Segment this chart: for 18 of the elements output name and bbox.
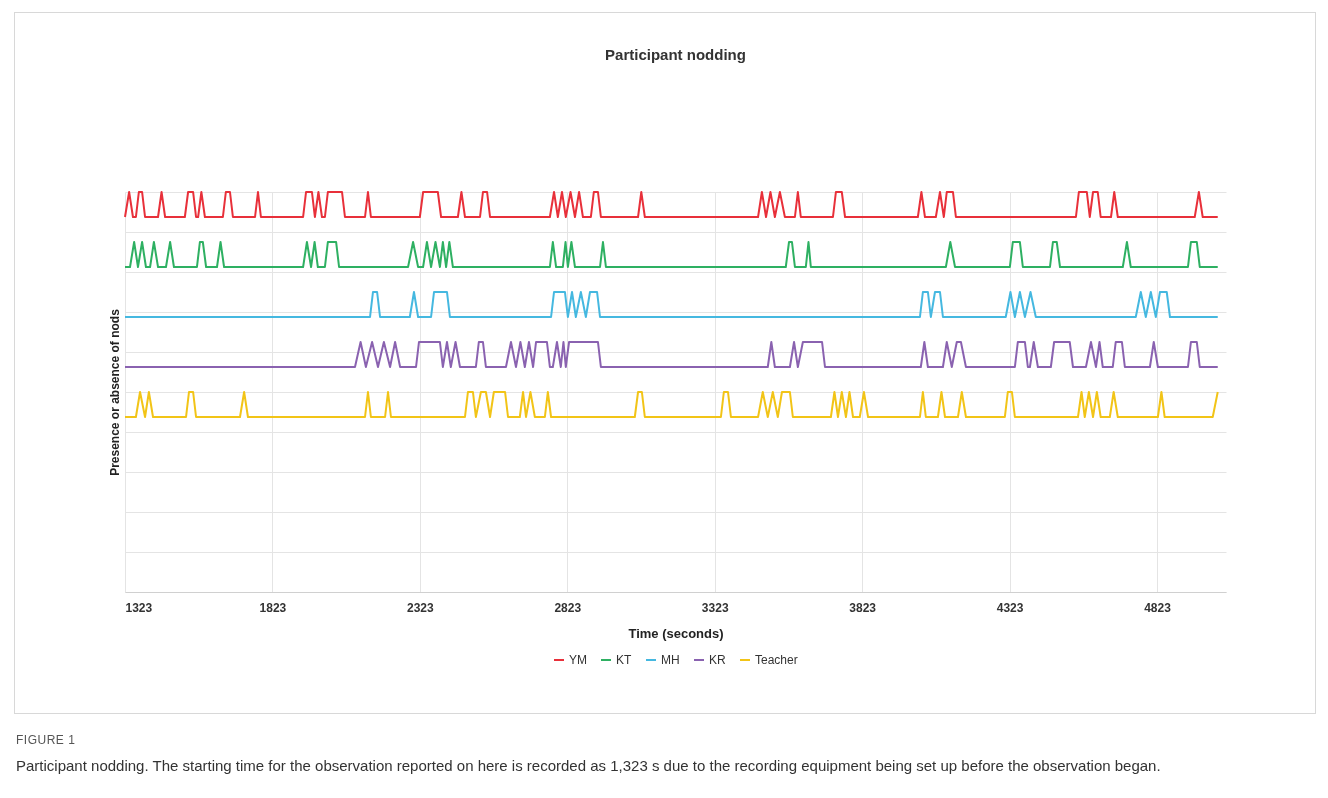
x-tick-label: 3823 [849, 600, 877, 615]
chart-title: Participant nodding [605, 46, 746, 63]
legend-label: KR [709, 653, 726, 667]
x-tick-label: 2323 [407, 600, 435, 615]
legend-label: KT [616, 653, 632, 667]
x-axis-title: Time (seconds) [628, 625, 724, 641]
x-tick-label: 1823 [259, 600, 287, 615]
x-tick-label: 2823 [554, 600, 582, 615]
x-tick-label: 4323 [996, 600, 1024, 615]
x-tick-label: 3323 [701, 600, 729, 615]
text: Participant nodding. The starting time for the observation reported on here is recorded as 1,323 s due to the recording equipment being set up before the observation began. [16, 756, 1162, 776]
legend-label: YM [569, 653, 587, 667]
legend-label: MH [661, 653, 680, 667]
x-tick-label: 1323 [125, 600, 153, 615]
legend-label: Teacher [755, 653, 798, 667]
caption: FIGURE 1 [16, 732, 77, 749]
x-tick-label: 4823 [1144, 600, 1172, 615]
y-axis-title: Presence or absence of nods [107, 308, 122, 476]
